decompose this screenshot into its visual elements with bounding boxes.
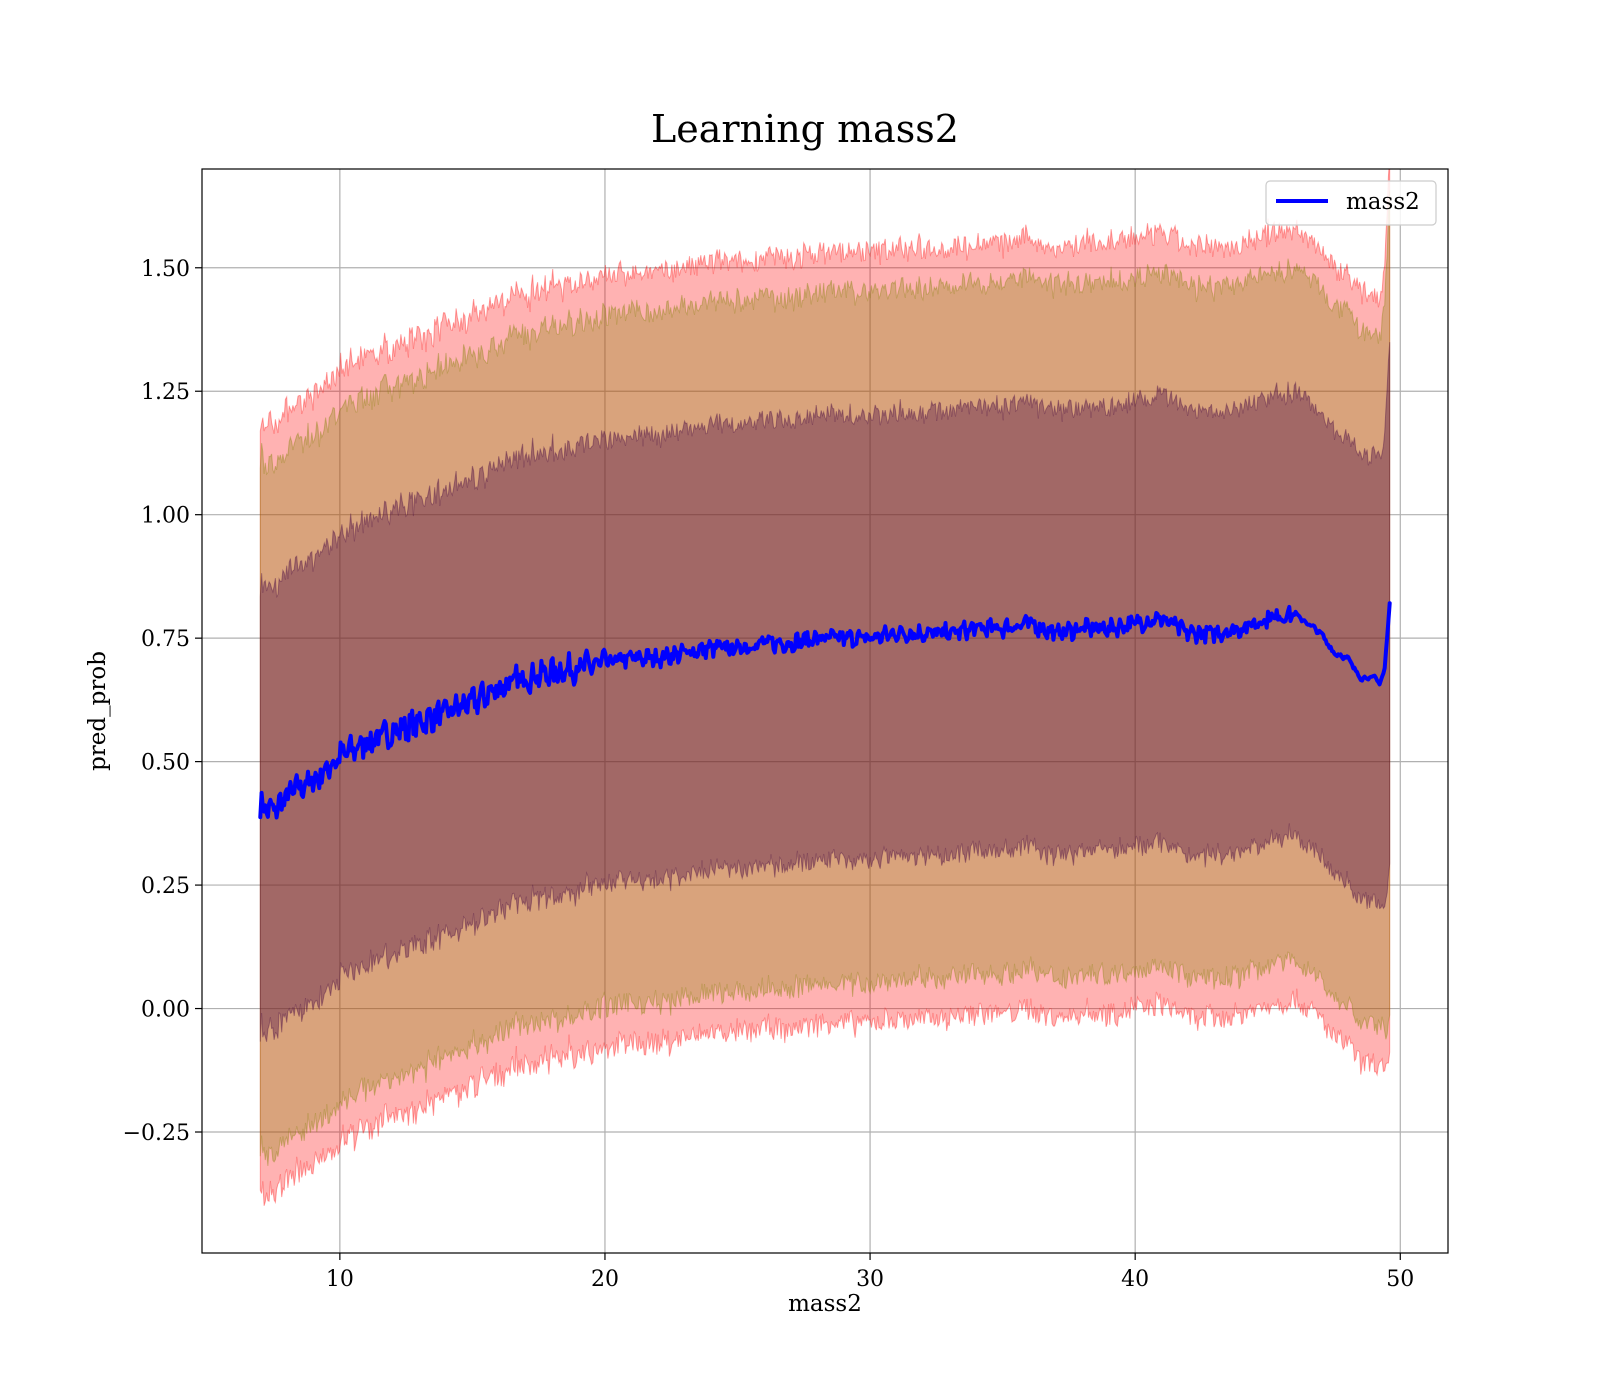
y-axis-label: pred_prob (85, 651, 111, 771)
y-axis-ticks: −0.25 0.00 0.25 0.50 0.75 1.00 1.25 1.50 (123, 257, 202, 1146)
x-tick-label: 20 (591, 1267, 619, 1292)
series-line-mass2 (258, 601, 1392, 820)
y-tick-label: 0.75 (141, 627, 190, 652)
uncertainty-band-2 (259, 190, 1391, 1166)
plot-frame (201, 168, 1449, 1254)
x-axis-label: mass2 (788, 1291, 862, 1317)
uncertainty-bands (259, 169, 1391, 1206)
x-tick-label: 50 (1386, 1267, 1414, 1292)
y-tick-label: 0.00 (141, 998, 190, 1023)
x-axis-ticks: 10 20 30 40 50 (326, 1253, 1414, 1292)
legend-label-mass2: mass2 (1346, 189, 1420, 215)
chart-title: Learning mass2 (651, 107, 959, 151)
y-tick-label: 1.25 (141, 380, 190, 405)
y-tick-label: −0.25 (123, 1121, 190, 1146)
legend: mass2 (1265, 180, 1437, 226)
y-tick-label: 1.00 (141, 504, 190, 529)
y-tick-label: 0.50 (141, 751, 190, 776)
y-tick-label: 0.25 (141, 874, 190, 899)
x-tick-label: 10 (326, 1267, 354, 1292)
y-tick-label: 1.50 (141, 257, 190, 282)
series-lines (258, 601, 1392, 820)
legend-box (1265, 180, 1437, 226)
uncertainty-band-3 (259, 342, 1391, 1042)
uncertainty-band-1 (259, 169, 1391, 1206)
x-tick-label: 40 (1121, 1267, 1149, 1292)
x-tick-label: 30 (856, 1267, 884, 1292)
plot-area (258, 169, 1392, 1206)
